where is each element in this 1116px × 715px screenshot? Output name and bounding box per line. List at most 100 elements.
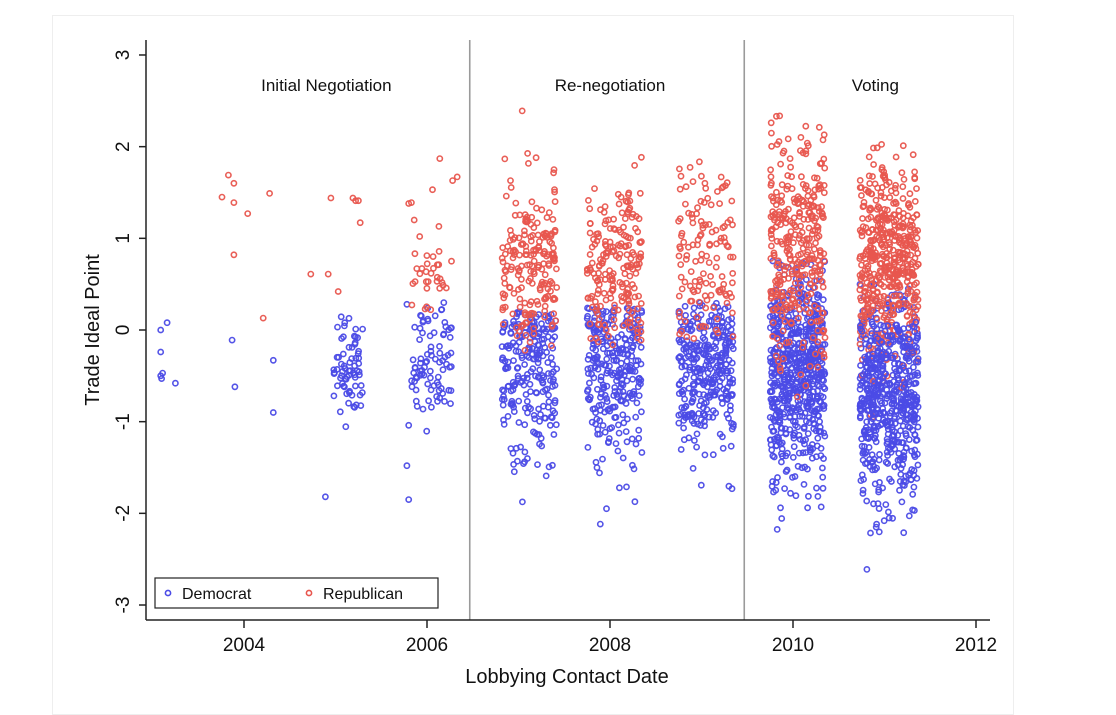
data-point-democrat [873,520,880,528]
data-point-democrat [891,463,899,471]
data-point-democrat [772,486,780,494]
data-point-democrat [596,469,603,477]
data-point-democrat [697,416,705,424]
data-point-democrat [863,380,871,388]
data-point-republican [515,268,523,275]
data-point-republican [633,261,641,268]
data-point-democrat [700,400,708,407]
data-point-republican [521,227,528,235]
data-point-democrat [795,328,803,335]
data-point-republican [514,271,522,279]
data-point-democrat [690,420,698,427]
data-point-democrat [858,400,866,408]
data-point-republican [525,159,532,167]
data-point-republican [615,241,622,249]
data-point-republican [408,301,416,309]
data-point-democrat [635,426,643,434]
data-point-republican [609,341,617,349]
data-point-democrat [521,421,529,429]
data-point-democrat [716,377,724,385]
data-point-republican [543,214,551,221]
data-point-republican [880,292,888,300]
data-point-democrat [806,391,814,399]
data-point-democrat [863,434,870,442]
data-point-republican [892,181,899,189]
data-point-democrat [874,500,882,507]
data-point-democrat [419,318,427,326]
data-point-democrat [541,414,548,422]
y-tick-label: 3 [113,50,134,61]
data-point-democrat [891,415,898,422]
data-point-republican [777,277,784,285]
data-point-democrat [550,376,557,383]
data-point-republican [795,299,802,306]
data-point-democrat [885,514,893,522]
data-point-democrat [171,379,179,387]
data-point-democrat [507,445,515,452]
data-point-democrat [786,389,793,397]
data-point-democrat [157,348,165,356]
data-point-republican [689,241,697,249]
data-point-democrat [499,386,506,394]
data-point-republican [597,302,604,310]
data-point-democrat [771,370,779,378]
y-axis-title: Trade Ideal Point [82,254,104,406]
data-point-republican [768,129,775,137]
data-point-republican [585,196,592,204]
data-point-republican [429,253,437,260]
data-point-republican [423,252,431,259]
data-point-republican [899,254,907,262]
data-point-democrat [870,422,878,430]
data-point-republican [626,272,634,280]
data-point-democrat [874,366,882,373]
data-point-republican [500,274,508,282]
data-point-democrat [902,478,909,486]
data-point-democrat [869,354,877,362]
data-point-democrat [886,340,894,348]
data-point-republican [729,309,736,317]
data-point-democrat [729,345,737,353]
data-point-republican [509,254,517,262]
data-point-democrat [905,512,913,520]
data-point-democrat [685,384,693,392]
data-point-democrat [351,382,359,390]
data-point-republican [895,207,903,214]
data-point-democrat [695,346,702,354]
data-point-democrat [790,434,798,442]
data-point-republican [779,262,787,270]
data-point-republican [541,271,549,279]
data-point-republican [877,281,885,288]
data-point-democrat [269,409,277,416]
data-point-republican [516,211,524,219]
data-point-democrat [540,402,547,410]
data-point-republican [423,260,431,268]
data-point-democrat [443,360,450,368]
data-point-democrat [870,462,877,470]
data-point-republican [717,173,725,181]
data-point-democrat [535,341,543,349]
data-point-republican [889,246,897,254]
data-point-republican [689,178,697,185]
data-point-republican [815,123,823,131]
data-point-republican [453,173,461,181]
data-point-republican [675,252,683,260]
data-point-republican [519,240,527,248]
data-point-republican [713,254,721,262]
data-point-democrat [821,385,829,393]
data-point-democrat [584,386,592,394]
data-point-democrat [767,324,774,332]
data-point-republican [775,138,783,145]
x-tick-label: 2012 [955,635,997,656]
data-point-republican [795,314,802,322]
data-point-republican [802,150,810,158]
data-point-republican [611,226,619,233]
data-point-democrat [345,314,353,322]
data-point-democrat [335,353,342,361]
data-point-republican [544,285,552,293]
data-point-republican [811,226,819,234]
data-point-republican [772,352,780,360]
data-point-republican [630,251,638,259]
data-point-democrat [717,357,725,365]
data-point-democrat [892,387,900,395]
data-point-democrat [341,319,349,327]
